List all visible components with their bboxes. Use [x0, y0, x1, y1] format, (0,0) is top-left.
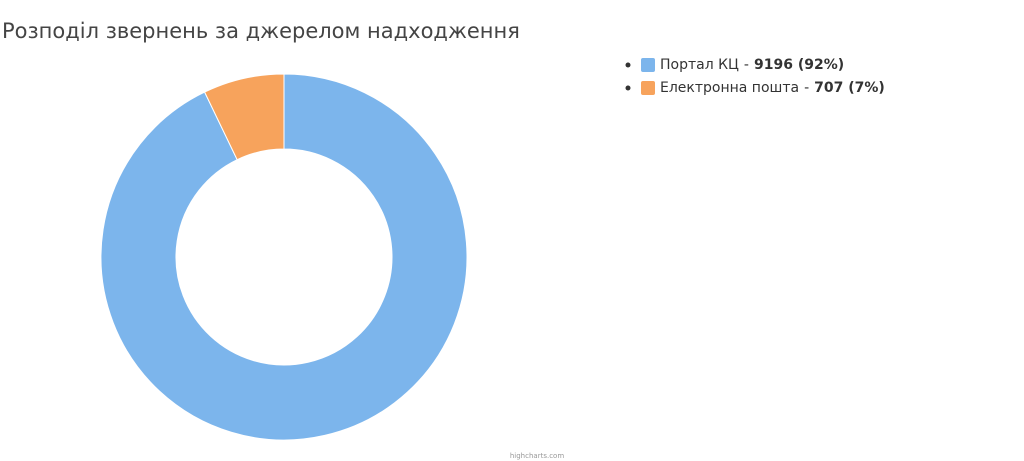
- legend-bullet: [625, 62, 631, 68]
- slice: [100, 73, 468, 441]
- legend-label: Електронна пошта: [660, 80, 799, 96]
- chart-title: Розподіл звернень за джерелом надходженн…: [2, 19, 520, 43]
- legend-value: 707 (7%): [814, 80, 885, 96]
- legend-bullet: [625, 85, 631, 91]
- slice: [203, 73, 285, 161]
- legend-separator: -: [804, 80, 809, 96]
- legend-separator: -: [744, 57, 749, 73]
- legend-swatch: [641, 81, 655, 95]
- legend-value: 9196 (92%): [754, 57, 844, 73]
- legend-item: Електронна пошта -707 (7%): [660, 80, 885, 96]
- legend-swatch: [641, 58, 655, 72]
- legend-item: Портал КЦ -9196 (92%): [660, 57, 844, 73]
- legend-label: Портал КЦ: [660, 57, 739, 73]
- credits: highcharts.com: [510, 452, 564, 460]
